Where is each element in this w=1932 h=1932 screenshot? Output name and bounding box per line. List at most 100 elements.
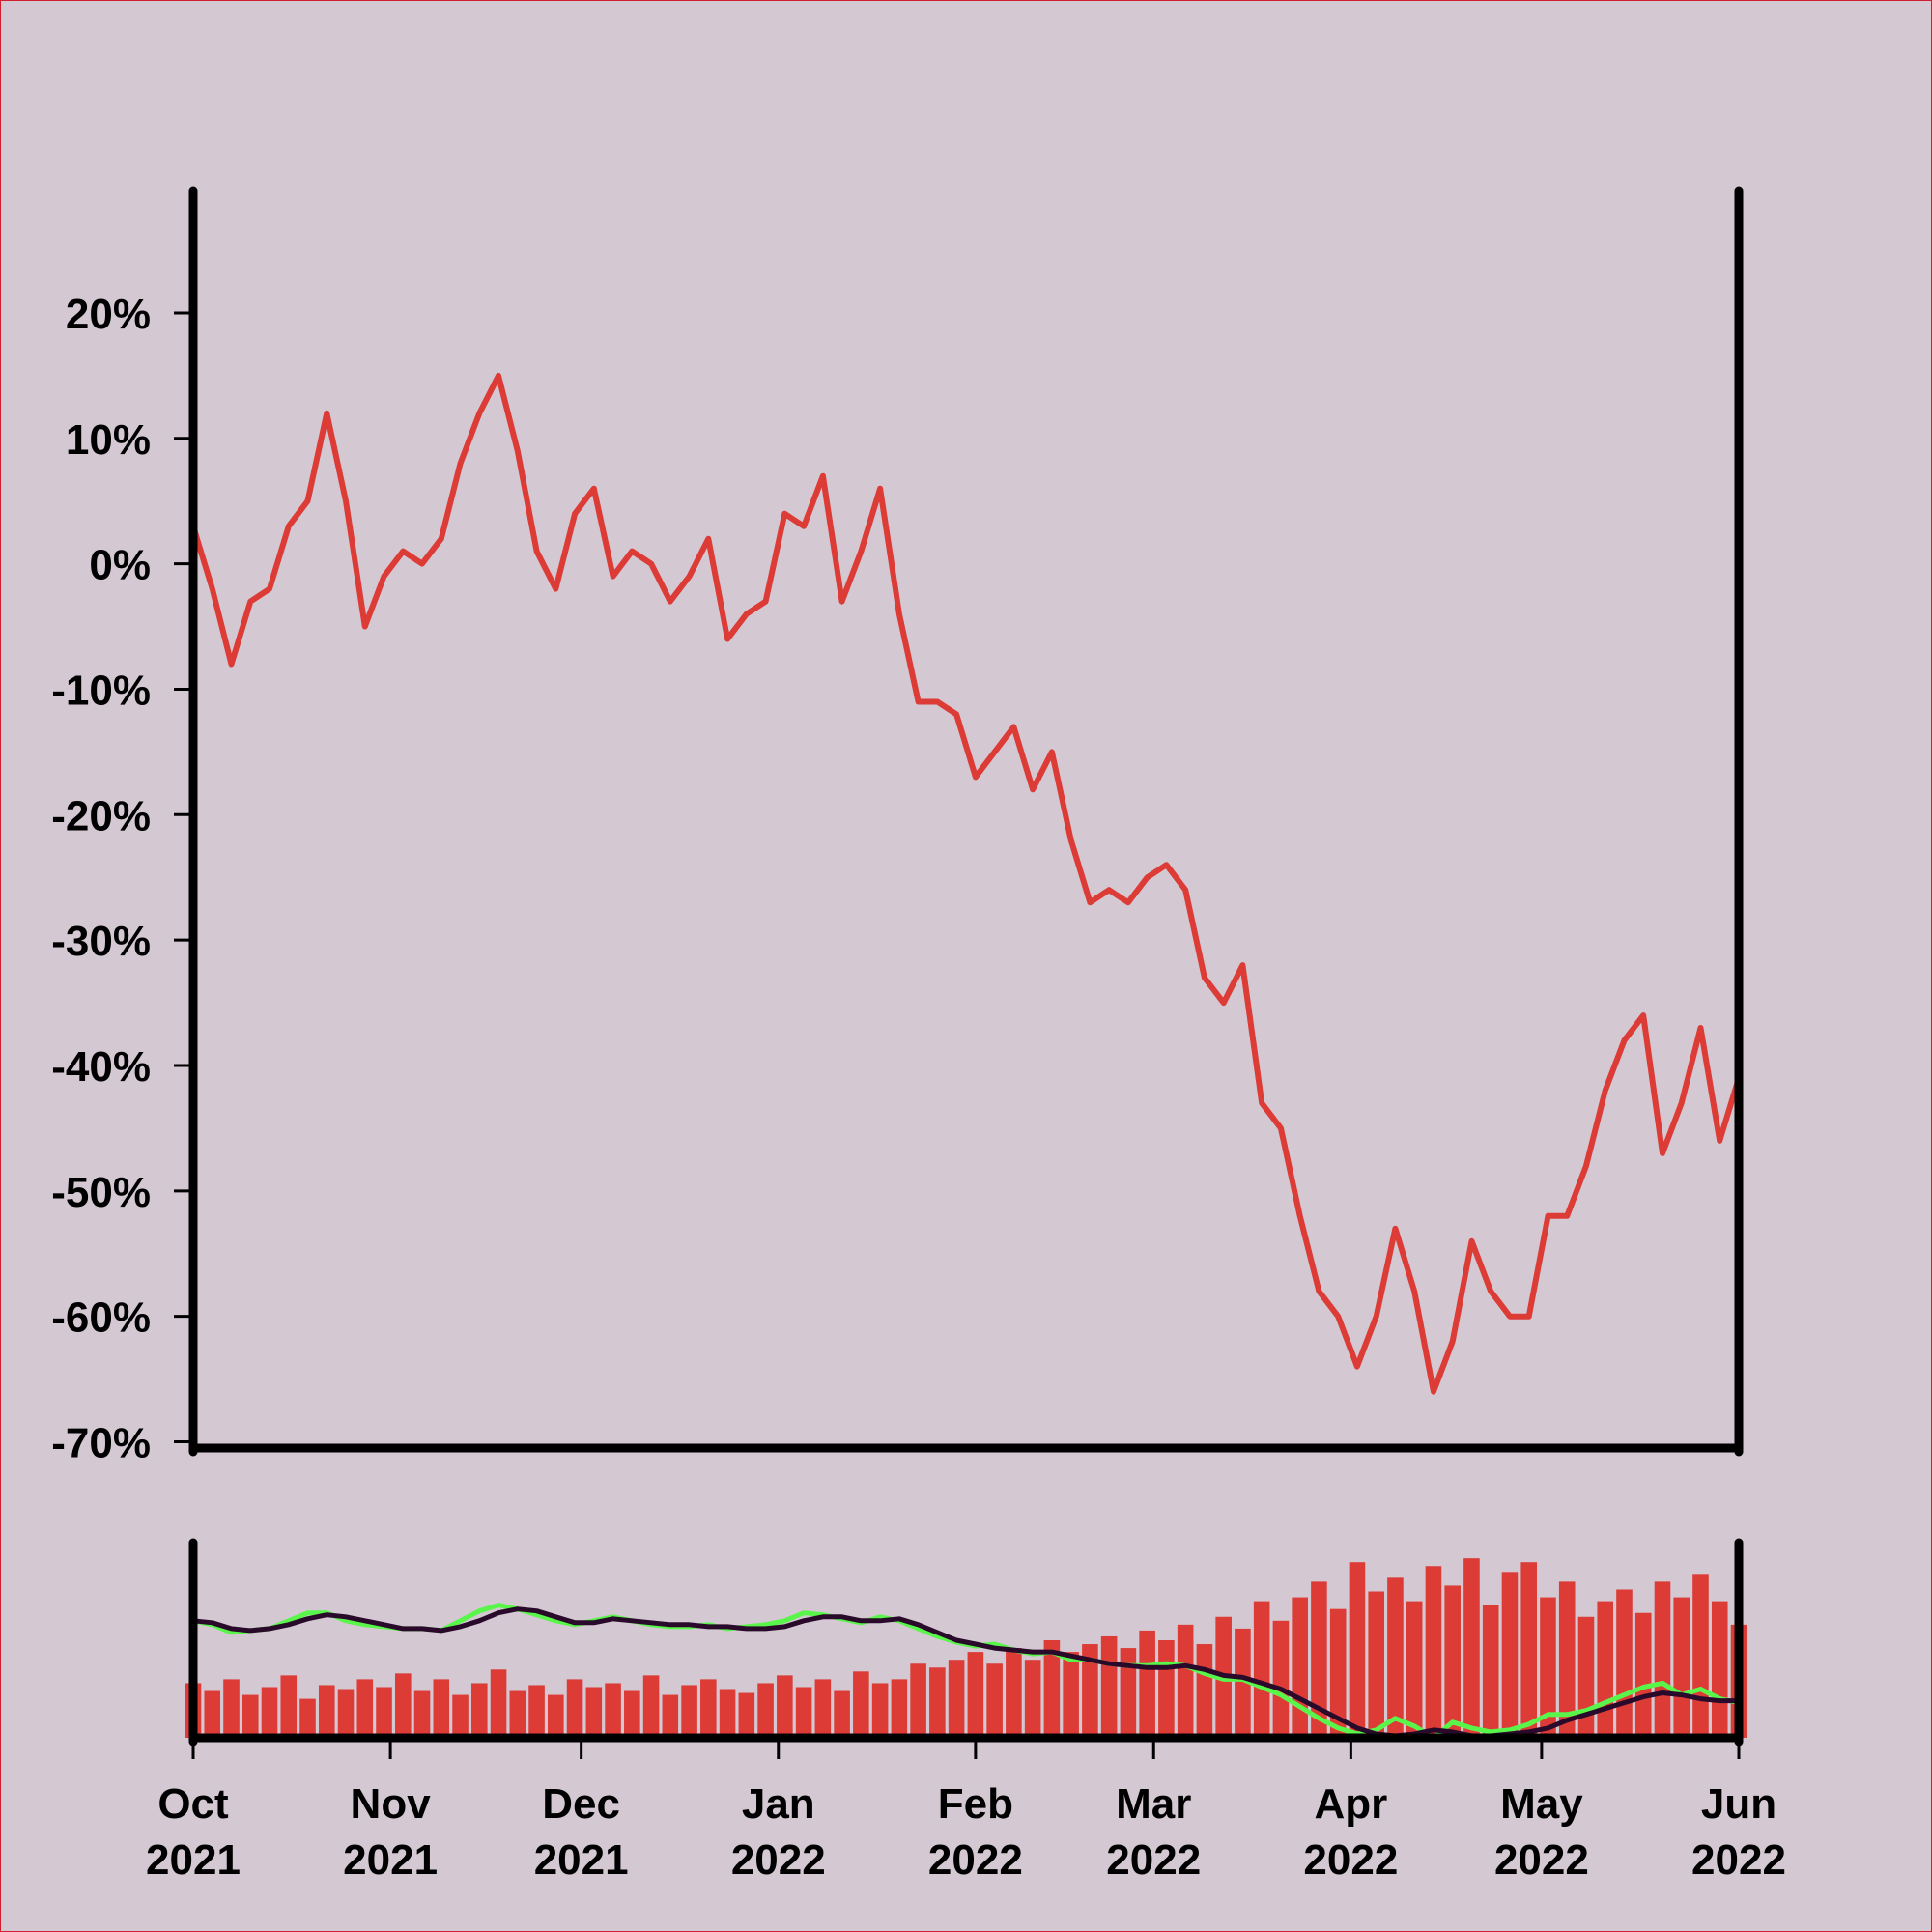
volume-bar [1235,1628,1251,1738]
volume-bar [261,1687,278,1738]
volume-bar [433,1679,450,1738]
volume-bar [471,1683,488,1738]
volume-bar [242,1694,259,1738]
x-tick-month: Jun [1701,1780,1776,1828]
x-tick-year: 2022 [928,1836,1023,1884]
volume-bar [376,1687,392,1738]
volume-bar [642,1675,660,1738]
x-tick-month: Nov [351,1780,432,1828]
volume-bar [204,1690,221,1738]
volume-bar [1292,1597,1308,1738]
volume-bar [490,1669,507,1738]
volume-bar [700,1679,717,1738]
y-tick-label: -20% [51,792,151,839]
x-tick-label: Oct 2021 [146,1780,241,1884]
volume-bar [1387,1577,1404,1738]
volume-bar [548,1694,564,1738]
volume-bar [1540,1597,1556,1738]
volume-bar [1024,1660,1041,1738]
volume-bar [1692,1574,1709,1738]
x-tick-label: Jan 2022 [731,1780,826,1884]
volume-bar [662,1694,679,1738]
volume-bar [681,1685,697,1738]
volume-bar [280,1675,298,1738]
y-tick-label: -40% [51,1043,151,1091]
volume-bar [1616,1589,1633,1738]
volume-bar [1673,1597,1690,1738]
volume-bar [566,1679,583,1738]
volume-bar [337,1689,355,1738]
volume-bar [834,1690,850,1738]
x-tick-month: Dec [542,1780,620,1828]
volume-bar [223,1679,240,1738]
volume-bar [1120,1648,1137,1738]
volume-bar [757,1683,774,1738]
volume-bar [1063,1652,1079,1738]
x-tick-month: Mar [1116,1780,1191,1828]
volume-bar [891,1679,908,1738]
x-tick-month: May [1500,1780,1583,1828]
volume-bar [585,1687,603,1738]
volume-bar [871,1683,889,1738]
x-tick-year: 2022 [731,1836,826,1884]
y-tick-label: 20% [66,291,151,338]
volume-bar [1634,1612,1652,1738]
volume-bar [1082,1644,1098,1738]
x-tick-label: Feb 2022 [928,1780,1023,1884]
volume-bar [929,1667,946,1738]
volume-bar [1711,1601,1728,1738]
volume-bar [1501,1572,1519,1738]
volume-bar [1520,1562,1538,1738]
volume-bar [1349,1562,1366,1738]
x-tick-year: 2022 [1494,1836,1589,1884]
x-tick-month: Feb [938,1780,1013,1828]
x-tick-label: Dec 2021 [534,1780,629,1884]
x-tick-year: 2022 [1303,1836,1398,1884]
x-tick-label: Apr 2022 [1303,1780,1398,1884]
volume-bar [299,1698,316,1738]
volume-bar [1425,1566,1442,1738]
volume-bar [1006,1648,1022,1738]
volume-bar [1272,1620,1290,1738]
volume-bar [1139,1630,1155,1738]
x-tick-year: 2022 [1106,1836,1201,1884]
volume-bar [910,1663,926,1738]
volume-bar [452,1694,469,1738]
x-tick-year: 2021 [343,1836,438,1884]
volume-bar [1654,1581,1671,1738]
x-tick-month: Apr [1314,1780,1387,1828]
price-panel: -70% -60% -50% -40% -30% -20% -10% 0% 10% 20% [51,186,1744,1467]
volume-bar [356,1679,374,1738]
volume-panel: Oct 2021 Nov 2021 Dec 2021 Jan 2022 Feb 2022 Mar 20… [146,1538,1786,1884]
volume-bar [394,1673,412,1738]
volume-bar [605,1683,621,1738]
volume-bar [1368,1591,1384,1738]
volume-bar [719,1689,736,1738]
data-line [190,372,1742,1395]
volume-bar [1177,1624,1194,1738]
volume-bar [814,1679,832,1738]
x-tick-label: May 2022 [1494,1780,1589,1884]
volume-bar [1329,1608,1347,1738]
volume-bar [777,1675,793,1738]
volume-bar [1311,1581,1327,1738]
y-tick-label: -60% [51,1294,151,1342]
y-tick-label: -30% [51,918,151,965]
volume-bar [528,1685,545,1738]
x-tick-year: 2021 [146,1836,241,1884]
volume-bar [1577,1616,1595,1738]
volume-bar [1482,1605,1499,1738]
volume-bar [1558,1581,1576,1738]
y-tick-label: -10% [51,667,151,714]
volume-bar [967,1652,984,1738]
x-tick-label: Jun 2022 [1691,1780,1786,1884]
x-tick-label: Nov 2021 [343,1780,438,1884]
volume-bar [986,1663,1003,1738]
volume-bar [1043,1640,1061,1738]
x-tick-year: 2022 [1691,1836,1786,1884]
x-tick-month: Jan [742,1780,815,1828]
volume-bar [1253,1601,1270,1738]
volume-bar [1406,1601,1423,1738]
